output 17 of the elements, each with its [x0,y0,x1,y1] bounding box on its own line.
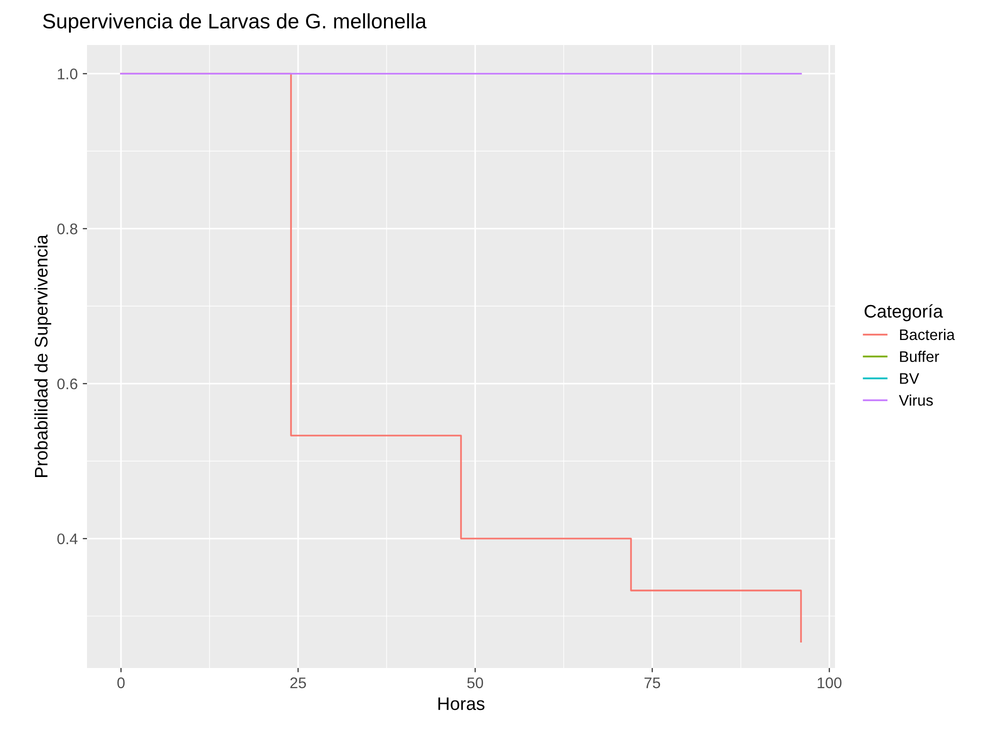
x-tick-label: 100 [818,677,842,688]
chart-title: Supervivencia de Larvas de G. mellonella [43,13,427,33]
x-axis-title: Horas [438,697,484,710]
x-tick-label: 25 [290,677,306,688]
legend-label: Bacteria [900,328,955,340]
y-tick-label: 0.4 [57,533,78,544]
legend-label: BV [900,373,920,384]
x-tick-label: 0 [117,677,125,688]
y-tick-label: 0.6 [57,378,78,390]
legend-title: Categoría [864,304,943,322]
legend-label: Buffer [900,350,940,362]
x-tick-label: 75 [644,678,660,688]
y-tick-label: 0.8 [57,224,78,234]
legend-label: Virus [898,394,933,406]
x-tick-label: 50 [467,677,484,688]
y-axis-title: Probabilidad de Supervivencia [34,234,52,477]
y-tick-label: 1.0 [58,68,78,80]
